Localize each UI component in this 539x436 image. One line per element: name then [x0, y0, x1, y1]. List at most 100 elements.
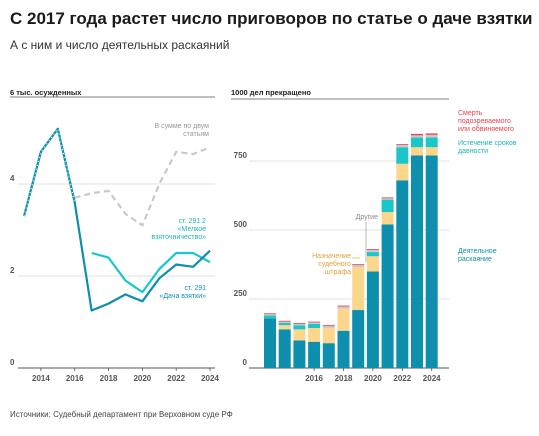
- annotation-art-291-2: ст. 291.2: [179, 218, 206, 225]
- bar-segment: [293, 340, 306, 368]
- bar-segment: [308, 323, 321, 328]
- x-tick-label: 2020: [133, 374, 151, 383]
- y-tick-label: 2: [10, 266, 15, 275]
- annotation-sum: В сумме по двум: [154, 123, 209, 130]
- annotation-death: или обвиняемого: [458, 125, 514, 133]
- annotation-art-291: «Дача взятки»: [159, 293, 206, 300]
- x-tick-label: 2018: [335, 374, 353, 383]
- x-tick-label: 2014: [32, 374, 50, 383]
- bar-segment: [278, 320, 291, 322]
- bar-segment: [425, 137, 438, 148]
- chart-title: С 2017 года растет число приговоров по с…: [10, 9, 533, 28]
- annotation-art-291-2: взяточничество»: [151, 234, 206, 241]
- bar-segment: [278, 329, 291, 368]
- bar-segment: [293, 323, 306, 324]
- bar-segment: [264, 315, 276, 319]
- annotation-art-291-2: «Мелкое: [178, 226, 207, 233]
- y-tick-label: 0: [10, 358, 15, 367]
- bar-segment: [381, 199, 394, 213]
- line-series-dotted-overlay: [23, 127, 76, 217]
- bar-segment: [293, 329, 306, 341]
- bar-segment: [337, 330, 350, 368]
- line-chart-convictions: 6 тыс. осужденных 0 2 4 2014 2016 2018 2020 2022…: [10, 88, 219, 383]
- bar-segment: [337, 305, 350, 307]
- x-tick-label: 2016: [305, 374, 323, 383]
- annotation-fine: Назначение: [312, 253, 351, 260]
- y-axis-label-left: 6 тыс. осужденных: [10, 88, 82, 97]
- bar-segment: [322, 325, 335, 328]
- bar-segment: [381, 197, 394, 199]
- bar-segment: [337, 306, 350, 309]
- y-tick-label: 0: [243, 358, 248, 367]
- annotation-art-291: ст. 291: [185, 285, 207, 292]
- bar-segment: [293, 325, 306, 330]
- x-tick-label: 2024: [423, 374, 441, 383]
- bar-segment: [308, 327, 321, 342]
- bar-segment: [425, 147, 438, 156]
- y-tick-label: 250: [234, 289, 248, 298]
- bar-segment: [381, 212, 394, 225]
- bar-segment: [411, 135, 423, 138]
- bar-segment: [308, 322, 321, 324]
- bar-segment: [264, 318, 276, 368]
- x-tick-label: 2016: [66, 374, 84, 383]
- bar-segment: [425, 134, 438, 138]
- bar-segment: [366, 256, 379, 272]
- line-series-0: [74, 146, 211, 227]
- bar-segment: [366, 249, 379, 250]
- bar-segment: [278, 323, 291, 326]
- annotation-fine: судебного: [318, 260, 351, 268]
- bar-segment: [278, 325, 291, 330]
- annotation-fine: штрафа: [325, 269, 351, 276]
- x-tick-label: 2018: [100, 374, 118, 383]
- bar-segment: [425, 155, 438, 368]
- chart-subtitle: А с ним и число деятельных раскаяний: [10, 38, 230, 52]
- bar-segment: [411, 155, 423, 368]
- bar-chart-terminated-cases: 1000 дел прекращено 0 250 500 750 2016 2018 202…: [231, 88, 517, 383]
- annotation-repent: раскаяние: [458, 256, 492, 263]
- source-note: Источники: Судебный департамент при Верх…: [10, 410, 233, 419]
- annotation-repent: Деятельное: [458, 248, 497, 255]
- annotation-expiry: давности: [458, 148, 488, 155]
- bar-segment: [396, 147, 409, 164]
- bar-segment: [396, 144, 409, 148]
- bar-segment: [411, 147, 423, 156]
- bar-segment: [381, 198, 394, 200]
- bar-segment: [322, 327, 335, 344]
- bar-segment: [322, 324, 335, 326]
- bar-segment: [352, 267, 365, 311]
- annotation-sum: статьям: [183, 131, 209, 138]
- bar-segment: [337, 308, 350, 331]
- bar-segment: [381, 224, 394, 368]
- line-series-1: [91, 251, 211, 294]
- y-tick-label: 750: [234, 151, 248, 160]
- bar-segment: [322, 343, 335, 368]
- bar-segment: [264, 314, 276, 316]
- x-tick-label: 2024: [201, 374, 219, 383]
- bar-segment: [425, 133, 438, 135]
- bar-segment: [366, 271, 379, 368]
- x-tick-label: 2022: [393, 374, 411, 383]
- x-tick-label: 2020: [364, 374, 382, 383]
- bar-segment: [411, 133, 423, 136]
- bar-segment: [352, 264, 365, 266]
- y-tick-label: 4: [10, 174, 15, 183]
- y-tick-label: 500: [234, 220, 248, 229]
- annotation-other: Другие: [356, 214, 379, 221]
- bar-segment: [352, 265, 365, 268]
- y-axis-label-right: 1000 дел прекращено: [231, 88, 311, 97]
- bar-segment: [308, 321, 321, 323]
- line-series-2: [22, 127, 211, 312]
- bar-segment: [396, 144, 409, 145]
- bar-segment: [308, 341, 321, 368]
- bar-segment: [278, 321, 291, 324]
- annotation-death: Смерть: [458, 110, 483, 117]
- bar-segment: [396, 163, 409, 181]
- bar-segment: [264, 313, 276, 315]
- annotation-expiry: Истечение сроков: [458, 140, 517, 147]
- bar-segment: [396, 180, 409, 368]
- x-tick-label: 2022: [167, 374, 185, 383]
- bar-segment: [352, 310, 365, 368]
- bar-segment: [366, 249, 379, 253]
